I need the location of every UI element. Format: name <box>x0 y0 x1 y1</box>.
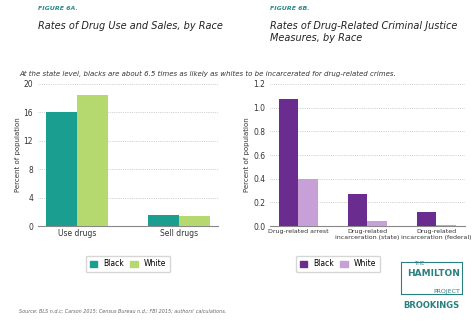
Bar <box>417 212 437 226</box>
Text: FIGURE 6A.: FIGURE 6A. <box>38 6 78 11</box>
Bar <box>179 216 210 226</box>
Text: Rates of Drug Use and Sales, by Race: Rates of Drug Use and Sales, by Race <box>38 21 223 31</box>
Text: THE: THE <box>415 262 425 266</box>
Text: HAMILTON: HAMILTON <box>407 269 460 278</box>
Text: Rates of Drug-Related Criminal Justice
Measures, by Race: Rates of Drug-Related Criminal Justice M… <box>270 21 457 43</box>
Bar <box>437 225 456 226</box>
Bar <box>279 99 298 226</box>
Text: PROJECT: PROJECT <box>433 289 460 294</box>
Text: Source: BLS n.d.c; Carson 2015; Census Bureau n.d.; FBI 2015; authors' calculati: Source: BLS n.d.c; Carson 2015; Census B… <box>19 308 226 313</box>
Bar <box>298 179 318 226</box>
Text: BROOKINGS: BROOKINGS <box>404 301 460 310</box>
Bar <box>348 194 367 226</box>
Bar <box>46 112 77 226</box>
Text: FIGURE 6B.: FIGURE 6B. <box>270 6 310 11</box>
Text: At the state level, blacks are about 6.5 times as likely as whites to be incarce: At the state level, blacks are about 6.5… <box>19 71 396 77</box>
Y-axis label: Percent of population: Percent of population <box>15 118 21 193</box>
Legend: Black, White: Black, White <box>86 255 170 272</box>
Y-axis label: Percent of population: Percent of population <box>245 118 250 193</box>
Legend: Black, White: Black, White <box>296 255 381 272</box>
Bar <box>367 221 387 226</box>
Bar <box>148 215 179 226</box>
Bar <box>77 95 108 226</box>
